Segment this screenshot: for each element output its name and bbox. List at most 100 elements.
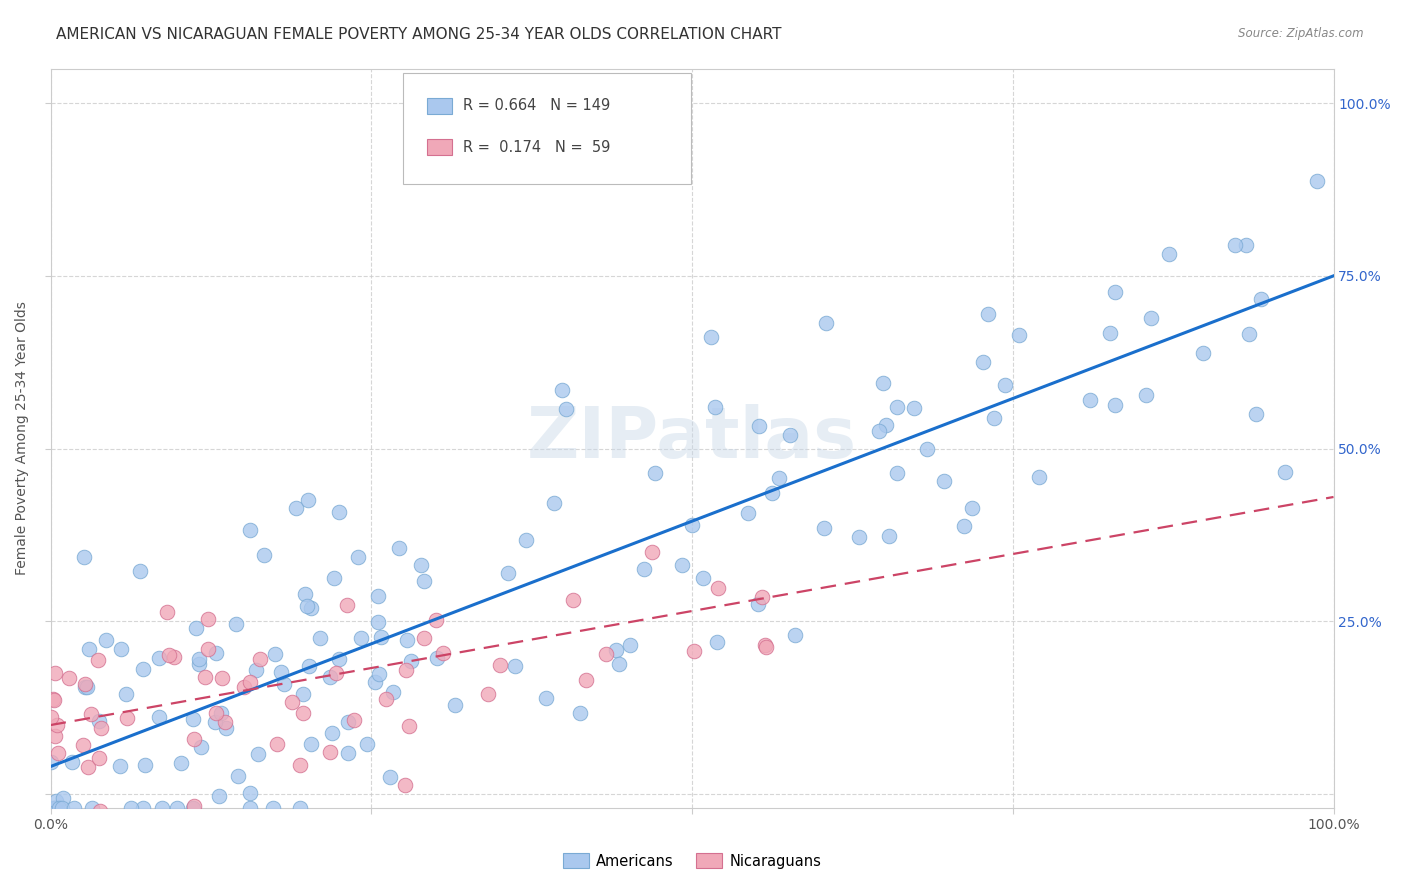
- Americans: [1028, 470, 1050, 484]
- Nicaraguans: [41, 709, 63, 723]
- Americans: [291, 687, 314, 701]
- Americans: [246, 747, 269, 761]
- Nicaraguans: [197, 612, 219, 626]
- Americans: [934, 474, 956, 488]
- Americans: [108, 759, 131, 773]
- Americans: [551, 383, 574, 397]
- Americans: [395, 632, 418, 647]
- Americans: [263, 648, 285, 662]
- Americans: [444, 698, 467, 712]
- Americans: [1244, 407, 1267, 421]
- Americans: [328, 652, 350, 666]
- Americans: [44, 801, 66, 815]
- Americans: [960, 501, 983, 516]
- Americans: [700, 330, 723, 344]
- Nicaraguans: [72, 739, 94, 753]
- Americans: [336, 747, 359, 761]
- Americans: [367, 667, 389, 681]
- Americans: [607, 657, 630, 671]
- Americans: [1157, 247, 1180, 261]
- Americans: [1098, 326, 1121, 340]
- Nicaraguans: [45, 718, 67, 732]
- Americans: [378, 770, 401, 784]
- Americans: [875, 417, 897, 432]
- Nicaraguans: [162, 650, 184, 665]
- Americans: [1140, 311, 1163, 326]
- Americans: [215, 721, 238, 735]
- Americans: [299, 737, 322, 751]
- Nicaraguans: [575, 673, 598, 687]
- Nicaraguans: [115, 711, 138, 725]
- Americans: [1223, 237, 1246, 252]
- Americans: [245, 663, 267, 677]
- Americans: [555, 401, 578, 416]
- Americans: [1007, 327, 1029, 342]
- Americans: [226, 769, 249, 783]
- Americans: [1237, 327, 1260, 342]
- Nicaraguans: [232, 680, 254, 694]
- Americans: [77, 642, 100, 657]
- Americans: [703, 400, 725, 414]
- Americans: [132, 801, 155, 815]
- Americans: [337, 714, 360, 729]
- Americans: [181, 801, 204, 815]
- Americans: [346, 550, 368, 565]
- Americans: [239, 523, 262, 537]
- Americans: [134, 757, 156, 772]
- Nicaraguans: [707, 581, 730, 595]
- Nicaraguans: [194, 670, 217, 684]
- Nicaraguans: [343, 714, 366, 728]
- Nicaraguans: [291, 706, 314, 720]
- Americans: [294, 587, 316, 601]
- Nicaraguans: [211, 671, 233, 685]
- Americans: [768, 470, 790, 484]
- Americans: [779, 428, 801, 442]
- Americans: [388, 541, 411, 556]
- Americans: [633, 562, 655, 576]
- Americans: [298, 659, 321, 673]
- Americans: [42, 801, 65, 815]
- Americans: [886, 467, 908, 481]
- Americans: [534, 691, 557, 706]
- Americans: [972, 355, 994, 369]
- Americans: [288, 801, 311, 815]
- Nicaraguans: [77, 759, 100, 773]
- Americans: [190, 740, 212, 755]
- Americans: [1078, 392, 1101, 407]
- Americans: [63, 801, 86, 815]
- Nicaraguans: [562, 593, 585, 607]
- Americans: [785, 628, 807, 642]
- Americans: [671, 558, 693, 572]
- Americans: [426, 651, 449, 665]
- Americans: [1274, 465, 1296, 479]
- Nicaraguans: [325, 665, 347, 680]
- Nicaraguans: [90, 722, 112, 736]
- Americans: [877, 529, 900, 543]
- Nicaraguans: [73, 676, 96, 690]
- Americans: [181, 712, 204, 726]
- Americans: [225, 616, 247, 631]
- Americans: [166, 801, 188, 815]
- Americans: [364, 675, 387, 690]
- Americans: [848, 530, 870, 544]
- Americans: [75, 680, 97, 694]
- Americans: [350, 631, 373, 645]
- Text: R = 0.664   N = 149: R = 0.664 N = 149: [463, 98, 610, 113]
- Nicaraguans: [239, 675, 262, 690]
- Nicaraguans: [156, 605, 179, 619]
- Americans: [48, 801, 70, 815]
- Americans: [204, 647, 226, 661]
- Americans: [150, 801, 173, 815]
- Americans: [1192, 346, 1215, 360]
- Americans: [994, 378, 1017, 392]
- Americans: [681, 517, 703, 532]
- Americans: [1305, 174, 1327, 188]
- Americans: [44, 801, 66, 815]
- Nicaraguans: [44, 693, 66, 707]
- Americans: [370, 630, 392, 644]
- Nicaraguans: [288, 758, 311, 772]
- Americans: [1104, 285, 1126, 299]
- Americans: [273, 677, 295, 691]
- Americans: [737, 506, 759, 520]
- Americans: [262, 801, 284, 815]
